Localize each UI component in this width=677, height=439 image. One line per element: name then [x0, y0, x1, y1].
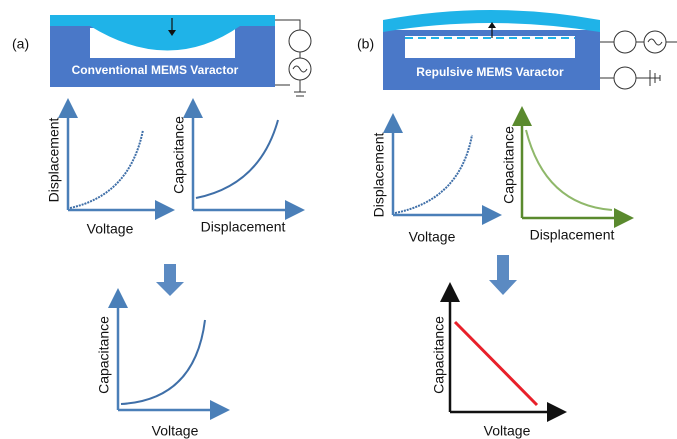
x-axis-label: Voltage [409, 229, 456, 245]
x-axis-label: Displacement [201, 219, 286, 235]
x-axis-label: Voltage [87, 221, 134, 237]
y-axis-label: Capacitance [171, 116, 187, 194]
x-axis-label: Displacement [530, 227, 615, 243]
x-axis-label: Voltage [152, 423, 199, 439]
y-axis-label: Capacitance [431, 316, 447, 394]
y-axis-label: Capacitance [96, 316, 112, 394]
device-name: Repulsive MEMS Varactor [416, 65, 564, 79]
y-axis-label: Displacement [371, 132, 387, 217]
panel-label: (b) [357, 36, 374, 52]
y-axis-label: Displacement [46, 117, 62, 202]
device-a [50, 15, 312, 97]
panel-label: (a) [12, 36, 29, 52]
x-axis-label: Voltage [484, 423, 531, 439]
device-name: Conventional MEMS Varactor [72, 63, 239, 77]
y-axis-label: Capacitance [501, 126, 517, 204]
device-b [383, 10, 677, 90]
